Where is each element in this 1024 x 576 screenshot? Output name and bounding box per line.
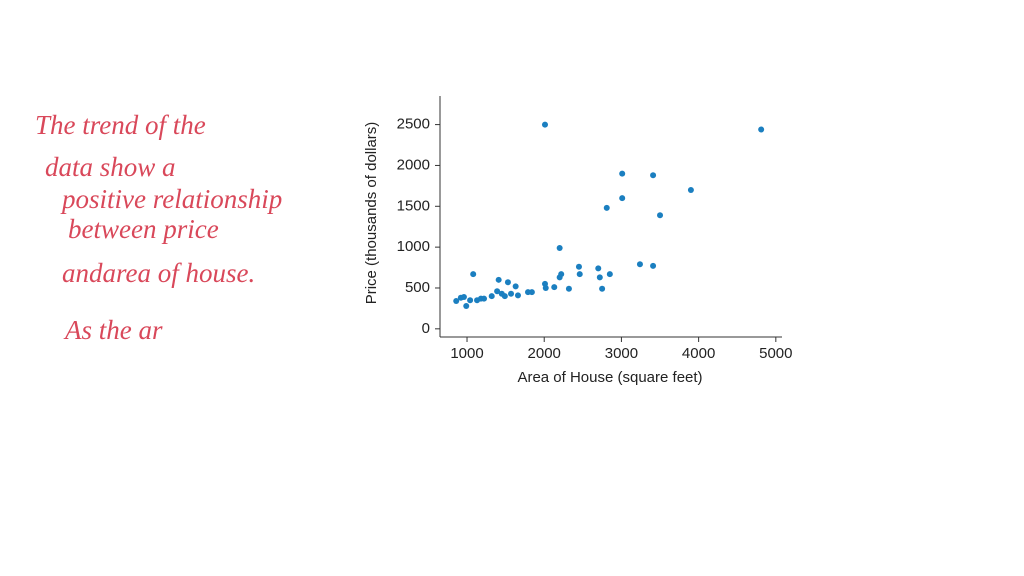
y-tick-label: 2500 xyxy=(397,116,430,133)
point xyxy=(558,271,565,278)
point xyxy=(595,265,602,272)
point xyxy=(453,298,460,305)
point xyxy=(460,293,467,300)
point xyxy=(494,288,501,295)
handwritten-note: data show a xyxy=(45,152,176,182)
point xyxy=(463,302,470,309)
point xyxy=(758,126,765,133)
y-tick-label: 0 xyxy=(422,320,430,337)
point xyxy=(576,271,583,278)
point xyxy=(467,297,474,304)
x-tick-label: 1000 xyxy=(450,345,483,362)
handwritten-note: andarea of house. xyxy=(62,258,255,288)
handwritten-note: positive relationship xyxy=(60,184,282,214)
point xyxy=(650,262,657,269)
point xyxy=(541,121,548,128)
y-tick-label: 1000 xyxy=(397,238,430,255)
point xyxy=(551,284,558,291)
x-tick-label: 3000 xyxy=(605,345,638,362)
point xyxy=(501,293,508,300)
point xyxy=(488,293,495,300)
x-tick-label: 2000 xyxy=(528,345,561,362)
point xyxy=(565,285,572,292)
point xyxy=(657,212,664,219)
y-tick-label: 500 xyxy=(405,279,430,296)
x-axis-title: Area of House (square feet) xyxy=(517,369,702,386)
point xyxy=(556,244,563,251)
point xyxy=(599,285,606,292)
point xyxy=(495,276,502,283)
point xyxy=(514,292,521,299)
x-tick-label: 5000 xyxy=(759,345,792,362)
point xyxy=(650,172,657,179)
point xyxy=(528,289,535,296)
point xyxy=(542,284,549,291)
y-tick-label: 1500 xyxy=(397,197,430,214)
point xyxy=(470,271,477,278)
point xyxy=(575,263,582,270)
point xyxy=(636,261,643,268)
point xyxy=(596,274,603,281)
point xyxy=(619,170,626,177)
point xyxy=(687,186,694,193)
point xyxy=(606,271,613,278)
point xyxy=(508,290,515,297)
point xyxy=(619,195,626,202)
handwritten-note: between price xyxy=(68,214,219,244)
x-tick-label: 4000 xyxy=(682,345,715,362)
y-tick-label: 2000 xyxy=(397,156,430,173)
point xyxy=(512,283,519,290)
handwritten-note: The trend of the xyxy=(35,110,206,140)
point xyxy=(481,295,488,302)
point xyxy=(504,279,511,286)
y-axis-title: Price (thousands of dollars) xyxy=(363,122,380,305)
point xyxy=(603,204,610,211)
handwritten-note: As the ar xyxy=(63,315,163,345)
